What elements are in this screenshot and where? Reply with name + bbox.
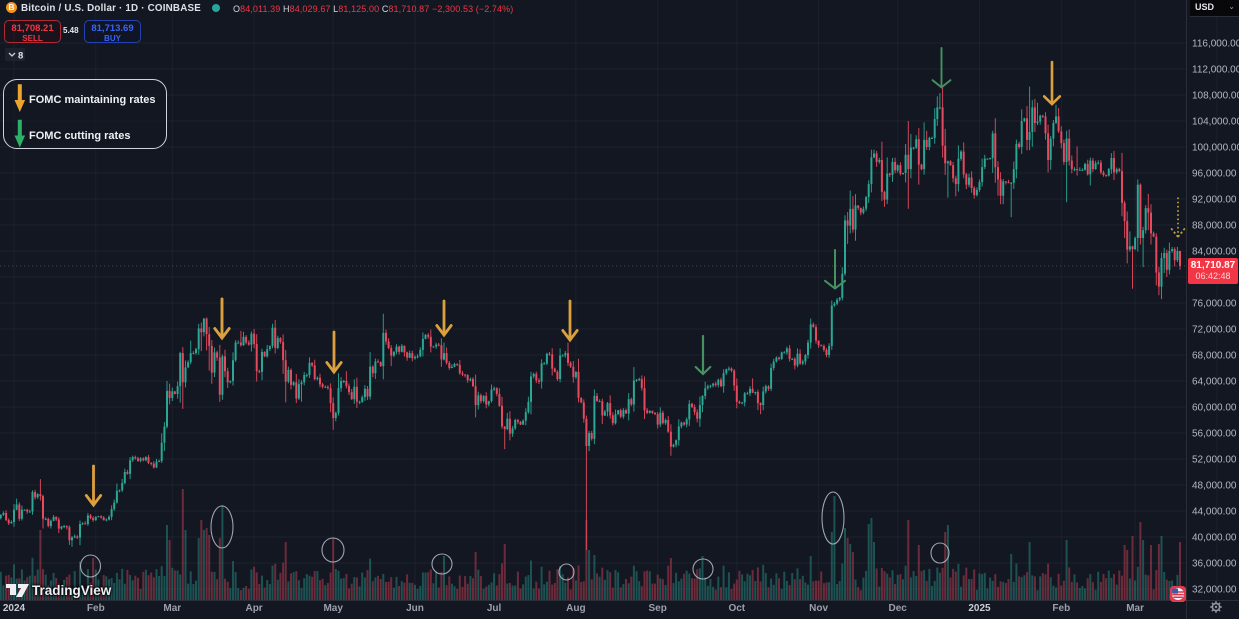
svg-text:36,000.00: 36,000.00 xyxy=(1192,559,1237,570)
svg-text:2024: 2024 xyxy=(3,603,26,614)
svg-text:2025: 2025 xyxy=(968,603,991,614)
svg-text:60,000.00: 60,000.00 xyxy=(1192,403,1237,414)
svg-text:32,000.00: 32,000.00 xyxy=(1192,585,1237,596)
svg-text:104,000.00: 104,000.00 xyxy=(1192,117,1239,128)
svg-text:68,000.00: 68,000.00 xyxy=(1192,351,1237,362)
svg-text:Feb: Feb xyxy=(1052,603,1070,614)
svg-text:Sep: Sep xyxy=(649,603,667,614)
svg-text:76,000.00: 76,000.00 xyxy=(1192,299,1237,310)
svg-text:May: May xyxy=(323,603,343,614)
svg-text:Mar: Mar xyxy=(163,603,181,614)
svg-text:Dec: Dec xyxy=(889,603,908,614)
svg-text:Nov: Nov xyxy=(809,603,828,614)
svg-text:112,000.00: 112,000.00 xyxy=(1192,65,1239,76)
svg-text:44,000.00: 44,000.00 xyxy=(1192,507,1237,518)
svg-text:100,000.00: 100,000.00 xyxy=(1192,143,1239,154)
svg-text:8: 8 xyxy=(18,51,23,62)
svg-text:116,000.00: 116,000.00 xyxy=(1192,39,1239,50)
svg-text:88,000.00: 88,000.00 xyxy=(1192,221,1237,232)
svg-text:Mar: Mar xyxy=(1126,603,1144,614)
svg-text:Jul: Jul xyxy=(487,603,502,614)
svg-text:Aug: Aug xyxy=(566,603,585,614)
svg-text:108,000.00: 108,000.00 xyxy=(1192,91,1239,102)
svg-text:48,000.00: 48,000.00 xyxy=(1192,481,1237,492)
svg-text:92,000.00: 92,000.00 xyxy=(1192,195,1237,206)
svg-text:Oct: Oct xyxy=(728,603,745,614)
svg-text:64,000.00: 64,000.00 xyxy=(1192,377,1237,388)
svg-text:Feb: Feb xyxy=(87,603,105,614)
svg-text:56,000.00: 56,000.00 xyxy=(1192,429,1237,440)
svg-text:52,000.00: 52,000.00 xyxy=(1192,455,1237,466)
svg-text:72,000.00: 72,000.00 xyxy=(1192,325,1237,336)
svg-text:Jun: Jun xyxy=(406,603,424,614)
svg-text:84,000.00: 84,000.00 xyxy=(1192,247,1237,258)
svg-text:96,000.00: 96,000.00 xyxy=(1192,169,1237,180)
svg-text:40,000.00: 40,000.00 xyxy=(1192,533,1237,544)
svg-text:Apr: Apr xyxy=(245,603,262,614)
